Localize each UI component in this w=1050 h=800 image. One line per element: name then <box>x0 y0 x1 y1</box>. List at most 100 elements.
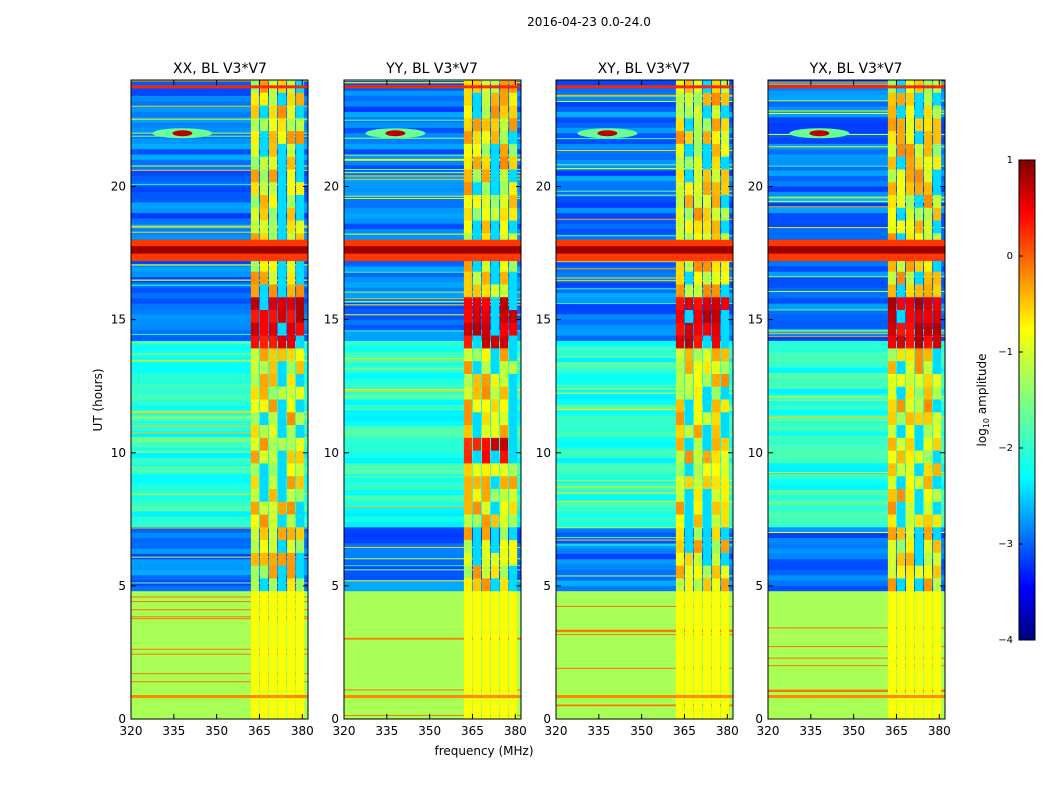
rfi-band-cell <box>481 92 491 107</box>
rfi-band-cell <box>703 514 712 528</box>
heatmap-row <box>131 170 308 177</box>
rfi-band-cell <box>509 195 518 209</box>
rfi-band-cell <box>721 488 730 503</box>
rfi-band-cell <box>915 540 924 554</box>
rfi-line <box>131 360 308 362</box>
heatmap-row <box>344 681 521 688</box>
rfi-band-cell <box>703 143 712 158</box>
rfi-band-cell <box>296 195 305 209</box>
heatmap-row <box>344 95 521 102</box>
rfi-band-cell <box>675 258 684 273</box>
rfi-band-cell <box>509 297 518 311</box>
heatmap-row <box>344 511 521 518</box>
rfi-band-cell <box>500 578 509 592</box>
heatmap-row <box>131 687 308 693</box>
rfi-line <box>556 539 733 541</box>
rfi-band-cell <box>509 220 518 234</box>
rfi-line <box>344 389 521 391</box>
heatmap-row <box>344 628 521 635</box>
rfi-line <box>131 353 308 355</box>
rfi-band-cell <box>905 284 915 298</box>
heatmap-row <box>556 660 733 667</box>
y-axis-label: UT (hours) <box>91 368 105 431</box>
rfi-band-cell <box>250 463 259 477</box>
heatmap-row <box>768 165 945 172</box>
rfi-band-cell <box>268 501 278 516</box>
heatmap-row <box>131 655 308 662</box>
heatmap-row <box>131 234 308 241</box>
rfi-band-cell <box>250 143 259 158</box>
heatmap-row <box>344 617 521 624</box>
heatmap-row <box>556 277 733 283</box>
colorbar-tick-label: −4 <box>998 635 1013 646</box>
heatmap-row <box>556 591 733 598</box>
rfi-band-cell <box>887 361 896 375</box>
rfi-band-cell <box>500 92 509 107</box>
rfi-band-cell <box>675 476 684 490</box>
rfi-band-cell <box>278 514 287 528</box>
rfi-band-cell <box>684 488 693 503</box>
rfi-band-cell <box>509 105 518 119</box>
heatmap-row <box>344 308 521 315</box>
rfi-band-cell <box>915 284 924 298</box>
heatmap-row <box>131 138 308 145</box>
rfi-band-cell <box>500 220 509 234</box>
rfi-line <box>556 288 733 290</box>
rfi-band-cell <box>259 271 268 285</box>
rfi-band-cell <box>675 220 684 234</box>
rfi-band-cell <box>500 463 509 477</box>
rfi-band-cell <box>684 425 693 439</box>
heatmap-row <box>131 649 308 656</box>
rfi-band-cell <box>509 156 518 170</box>
rfi-band-cell <box>481 182 491 196</box>
rfi-band-cell <box>924 399 933 413</box>
heatmap-row <box>131 527 308 534</box>
rfi-band-cell <box>684 271 693 285</box>
rfi-band-cell <box>472 182 481 196</box>
heatmap-row <box>131 143 308 150</box>
rfi-band-cell <box>491 207 500 222</box>
rfi-band-cell <box>905 450 915 464</box>
rfi-band-cell <box>268 207 278 222</box>
rfi-band-cell <box>250 399 259 413</box>
heatmap-row <box>344 468 521 475</box>
rfi-band-cell <box>703 118 712 132</box>
rfi-band-cell <box>268 386 278 400</box>
heatmap-row <box>344 154 521 161</box>
rfi-band-cell <box>905 169 915 183</box>
rfi-band-cell <box>675 578 684 592</box>
rfi-band-cell <box>481 156 491 170</box>
heatmap-row <box>556 340 733 347</box>
rfi-line <box>344 314 521 316</box>
rfi-band-flagged <box>924 591 933 719</box>
rfi-line <box>556 277 733 279</box>
rfi-band-cell <box>500 207 509 222</box>
heatmap-row <box>768 591 945 598</box>
rfi-band-cell <box>259 105 268 119</box>
rfi-band-flagged <box>509 591 518 719</box>
heatmap-row <box>556 117 733 124</box>
rfi-band-cell <box>905 476 915 490</box>
rfi-band-cell <box>693 399 703 413</box>
rfi-band-cell <box>500 437 509 452</box>
rfi-band-cell <box>924 182 933 196</box>
heatmap-row <box>344 319 521 326</box>
heatmap-row <box>768 90 945 97</box>
rfi-band-cell <box>684 463 693 477</box>
heatmap-row <box>768 426 945 433</box>
rfi-band-cell <box>924 207 933 222</box>
rfi-band-cell <box>675 169 684 183</box>
rfi-line <box>768 165 945 167</box>
rfi-band-cell <box>915 386 924 400</box>
rfi-band-cell <box>296 118 305 132</box>
rfi-band-cell <box>712 195 721 209</box>
strong-rfi-core <box>131 246 308 254</box>
rfi-band-cell <box>481 220 491 234</box>
rfi-band-cell <box>675 322 684 337</box>
rfi-band-cell <box>712 271 721 285</box>
heatmap-row <box>556 266 733 273</box>
rfi-band-cell <box>268 565 278 579</box>
heatmap-row <box>131 506 308 512</box>
rfi-band-cell <box>915 156 924 170</box>
